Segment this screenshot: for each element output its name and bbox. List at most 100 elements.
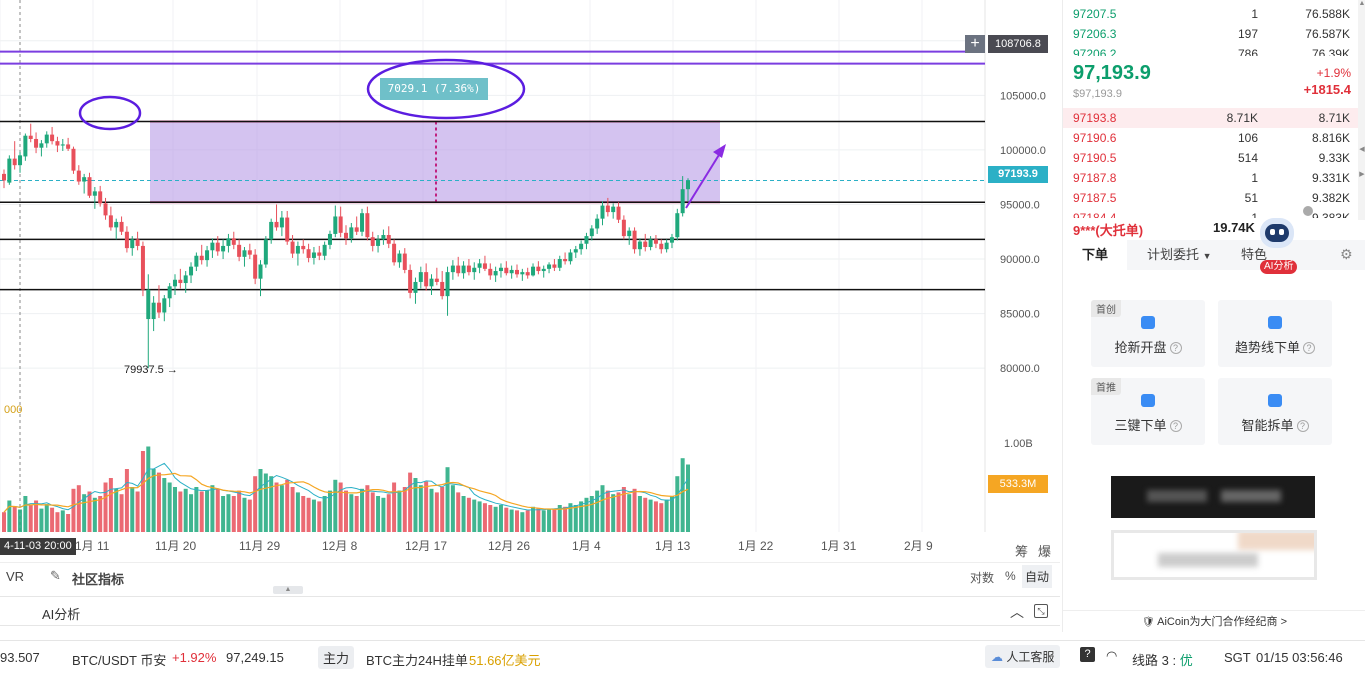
edit-icon[interactable]: ✎ [50,568,61,583]
help-icon[interactable]: ? [1296,420,1309,432]
ask-row[interactable]: 97206.3 197 76.587K [1063,24,1358,44]
crosshair-add-button[interactable]: + [965,35,985,53]
help-icon[interactable]: ? [1169,420,1182,432]
volume-bar [424,481,429,532]
big-order-row[interactable]: 9***(大托单) 19.74K [1063,218,1358,238]
card-tag: 首推 [1091,378,1121,395]
volume-bar [274,482,279,532]
volume-bar [87,491,92,532]
volume-bar [301,496,306,532]
extra-chip-icon[interactable]: 筹 [1015,544,1029,559]
auto-scale-toggle[interactable]: 自动 [1022,565,1053,588]
card-trendline-order[interactable]: 趋势线下单? [1218,300,1332,367]
candle-body [18,155,23,166]
bid-total: 8.71K [1318,111,1350,125]
candle-body [103,203,108,216]
candle-body [589,228,594,237]
candle-body [124,231,129,249]
headset-icon: ☁ [991,650,1003,664]
candle-body [466,265,471,273]
candle-body [226,238,231,246]
volume-bar [605,490,610,532]
blurred-ad-banner[interactable] [1111,476,1315,518]
candle-body [584,236,589,244]
tab-place-order[interactable]: 下单 [1063,240,1127,270]
settings-gear-icon[interactable]: ⚙ [1340,246,1353,262]
volume-bar [92,497,97,532]
tab-plan-order[interactable]: 计划委托 ▼ [1147,247,1212,262]
card-three-key-order[interactable]: 首推 三键下单? [1091,378,1205,445]
ask-qty: 1 [1251,7,1258,21]
popout-icon[interactable]: ⤡ [1034,604,1048,618]
candle-body [653,239,658,244]
card-smart-split[interactable]: 智能拆单? [1218,378,1332,445]
chart-area[interactable]: 110000.0105000.0100000.095000.090000.085… [0,0,1060,562]
blurred-ad-card[interactable] [1111,530,1317,580]
ai-robot-icon[interactable] [1257,216,1297,252]
candle-body [231,238,236,245]
main-force-tag: 主力 [318,646,355,669]
current-price-tag: 97193.9 [988,166,1048,183]
candle-body [547,264,552,269]
candle-body [146,289,151,320]
bid-row[interactable]: 97187.5 51 9.382K [1063,188,1358,208]
candle-body [440,281,445,297]
x-tick-label: 12月 26 [488,539,530,553]
help-icon[interactable]: ? [1080,647,1095,662]
card-new-listing[interactable]: 首创 抢新开盘? [1091,300,1205,367]
ticker-change: +1.92% [172,650,217,665]
x-tick-label: 11月 20 [155,539,196,553]
broker-footer[interactable]: 🛡︎ AiCoin为大门合作经纪商 > [1063,610,1365,632]
download-icon [1268,316,1282,329]
bid-row[interactable]: 97193.8 8.71K 8.71K [1063,108,1358,128]
help-icon[interactable]: ? [1303,342,1315,354]
percent-scale-toggle[interactable]: % [1005,569,1016,583]
customer-service-button[interactable]: ☁ 人工客服 [985,645,1061,668]
bid-price: 97193.8 [1073,111,1117,125]
last-price-usd: $97,193.9 [1073,88,1122,100]
ticker-left-price: 93.507 [0,650,40,665]
volume-bar [477,501,482,532]
bid-row[interactable]: 97190.5 514 9.33K [1063,148,1358,168]
bid-total: 9.331K [1311,171,1350,185]
candle-body [461,265,466,274]
volume-bar [472,499,477,532]
log-scale-toggle[interactable]: 对数 [970,571,995,585]
x-tick-label: 1月 11 [75,539,110,553]
ai-analysis-bar[interactable]: AI分析 ︿ ⤡ [0,596,1060,626]
ask-row[interactable]: 97207.5 1 76.588K [1063,4,1358,24]
main-force-text[interactable]: BTC主力24H挂单 [366,653,468,668]
extra-burst-icon[interactable]: 爆 [1038,544,1052,559]
volume-bar [140,451,145,532]
scroll-dot[interactable] [1303,206,1313,216]
vr-indicator[interactable]: VR [6,569,25,584]
volume-bar [557,505,562,532]
ticker-pair[interactable]: BTC/USDT 币安 [72,653,167,668]
volume-bar [119,494,124,532]
bid-row[interactable]: 97190.6 106 8.816K [1063,128,1358,148]
x-tick-label: 12月 17 [405,539,447,553]
help-icon[interactable]: ? [1169,342,1182,354]
tab-features[interactable]: 特色 [1241,247,1268,262]
line-status[interactable]: 线路 3 : 优 [1132,653,1193,668]
candle-body [493,271,498,276]
volume-bar [370,492,375,532]
volume-bar [568,503,573,532]
ai-analysis-badge[interactable]: AI分析 [1260,260,1298,274]
bid-qty: 514 [1237,151,1258,165]
volume-bar [183,488,188,532]
candle-body [189,266,194,276]
expand-up-icon[interactable]: ︿ [1010,604,1024,620]
volume-bar [456,492,461,532]
kline-chart[interactable]: 110000.0105000.0100000.095000.090000.085… [0,0,1060,562]
big-order-value: 19.74K [1213,220,1255,235]
candle-body [627,230,632,237]
candle-body [135,239,140,246]
candle-body [482,263,487,269]
bid-row[interactable]: 97187.8 1 9.331K [1063,168,1358,188]
candle-body [66,144,71,149]
orderbook-scrollbar[interactable]: ▲ ◀ ▶ [1358,0,1365,220]
panel-collapse-handle[interactable]: ▲ [273,586,303,594]
volume-bar [482,503,487,532]
community-indicators-button[interactable]: 社区指标 [72,572,125,587]
